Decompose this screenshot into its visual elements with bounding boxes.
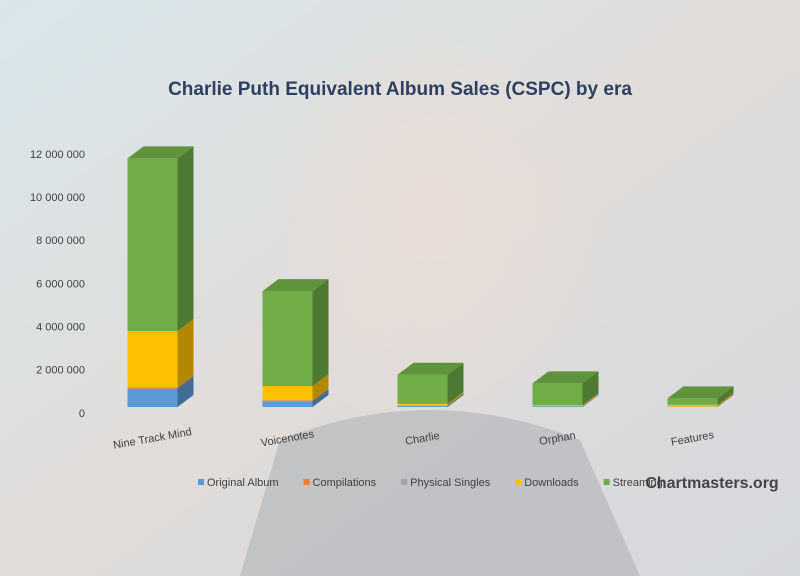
bar-side xyxy=(717,394,734,407)
bar-side xyxy=(582,394,599,407)
legend-swatch xyxy=(515,479,522,485)
bar-side xyxy=(582,394,599,407)
y-tick-label: 6 000 000 xyxy=(36,278,85,290)
legend-label: Original Album xyxy=(207,477,279,489)
bar xyxy=(532,406,583,407)
bar-side xyxy=(447,393,464,406)
legend-swatch xyxy=(401,479,408,485)
y-tick-label: 8 000 000 xyxy=(36,235,85,247)
bar xyxy=(262,386,313,401)
bar xyxy=(127,388,178,407)
bar xyxy=(397,374,448,404)
y-tick-label: 10 000 000 xyxy=(30,192,85,204)
bar-side xyxy=(177,319,194,388)
bar-top xyxy=(532,371,599,384)
bar-side xyxy=(717,394,734,407)
photo-face xyxy=(260,40,600,480)
bar xyxy=(262,291,313,387)
bar-side xyxy=(447,393,464,407)
bar xyxy=(532,383,583,405)
legend-label: Streaming xyxy=(613,477,663,489)
bar-top xyxy=(127,146,194,159)
watermark: Chartmasters.org xyxy=(645,475,778,492)
y-tick-label: 12 000 000 xyxy=(30,149,85,161)
bar-side xyxy=(717,394,734,407)
legend-label: Compilations xyxy=(313,477,377,489)
bar-side xyxy=(582,392,599,407)
bar-side xyxy=(177,375,194,388)
bar xyxy=(397,405,448,407)
bar-side xyxy=(447,393,464,406)
bar xyxy=(262,401,313,407)
bar-top xyxy=(667,386,734,399)
legend-swatch xyxy=(303,479,310,485)
bar xyxy=(667,404,718,407)
bar-side xyxy=(582,394,599,407)
bar-side xyxy=(312,374,329,401)
bar-side xyxy=(312,389,329,407)
photo-shirt xyxy=(240,410,640,576)
bar-top xyxy=(262,279,329,292)
x-tick-label: Charlie xyxy=(404,430,440,448)
bar-side xyxy=(177,146,194,332)
bar xyxy=(532,404,583,407)
bar xyxy=(262,400,313,402)
bar-side xyxy=(447,391,464,406)
bar-side xyxy=(582,371,599,405)
bar xyxy=(397,403,448,406)
bar-side xyxy=(312,388,329,401)
y-tick-label: 0 xyxy=(79,408,85,420)
bar-side xyxy=(312,279,329,387)
chart-title: Charlie Puth Equivalent Album Sales (CSP… xyxy=(168,79,632,100)
legend-swatch xyxy=(603,479,610,485)
bar-side xyxy=(447,362,464,404)
y-tick-label: 4 000 000 xyxy=(36,322,85,334)
bar-side xyxy=(717,392,734,407)
bar-side xyxy=(177,376,194,407)
bar xyxy=(127,158,178,332)
legend-swatch xyxy=(198,479,204,485)
legend-label: Physical Singles xyxy=(410,477,491,489)
bar xyxy=(127,387,178,389)
bar-side xyxy=(717,386,734,405)
bar-side xyxy=(177,375,194,389)
bar xyxy=(127,331,178,388)
legend-label: Downloads xyxy=(524,477,579,489)
y-tick-label: 2 000 000 xyxy=(36,365,85,377)
bar-side xyxy=(312,388,329,402)
bar xyxy=(667,398,718,405)
bar-top xyxy=(397,362,464,375)
